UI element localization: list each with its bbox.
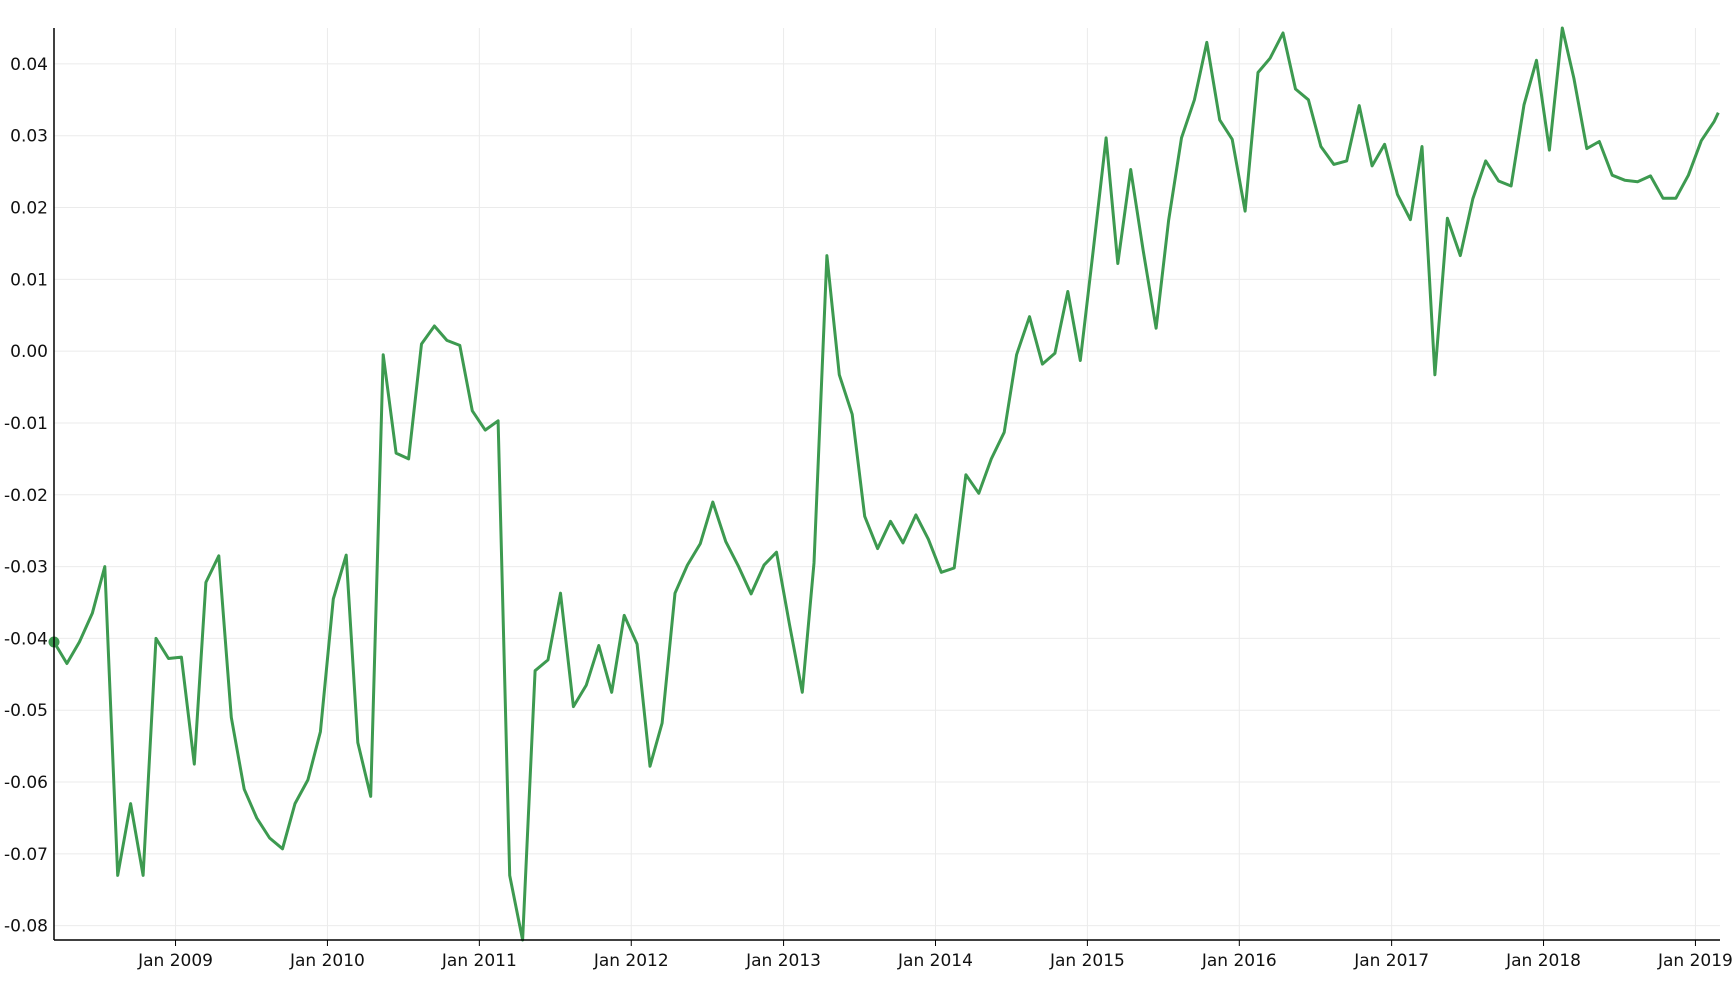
series-line <box>52 26 1720 942</box>
y-tick-label: -0.05 <box>4 701 48 721</box>
y-tick-label: -0.06 <box>4 773 48 793</box>
x-tick-label: Jan 2011 <box>441 951 517 971</box>
x-tick-label: Jan 2010 <box>289 951 365 971</box>
axes <box>53 28 1720 941</box>
y-tick-label: 0.02 <box>10 199 48 219</box>
x-tick-label: Jan 2009 <box>137 951 213 971</box>
grid <box>54 28 1720 940</box>
y-tick-label: -0.07 <box>4 845 48 865</box>
y-tick-label: 0.03 <box>10 127 48 147</box>
x-tick-label: Jan 2019 <box>1657 951 1733 971</box>
x-tick-label: Jan 2012 <box>593 951 669 971</box>
y-tick-label: -0.02 <box>4 486 48 506</box>
y-tick-label: 0.01 <box>10 270 48 290</box>
series-layer <box>48 26 1720 942</box>
y-tick-label: -0.08 <box>4 917 48 937</box>
x-tick-label: Jan 2014 <box>897 951 973 971</box>
x-tick-label: Jan 2015 <box>1049 951 1125 971</box>
y-tick-label: 0.04 <box>10 55 48 75</box>
y-axis-ticks: 0.04 0.03 0.02 0.01 0.00 -0.01 -0.02 -0.03 -0.04… <box>4 55 48 937</box>
x-tick-label: Jan 2013 <box>745 951 821 971</box>
y-tick-label: 0.00 <box>10 342 48 362</box>
x-axis-ticks: Jan 2009 Jan 2010 Jan 2011 Jan 2012 Jan 2013… <box>137 940 1733 971</box>
y-tick-label: -0.01 <box>4 414 48 434</box>
y-tick-label: -0.03 <box>4 558 48 578</box>
x-tick-label: Jan 2017 <box>1353 951 1429 971</box>
x-tick-label: Jan 2016 <box>1201 951 1277 971</box>
x-tick-label: Jan 2018 <box>1505 951 1581 971</box>
y-tick-label: -0.04 <box>4 629 48 649</box>
